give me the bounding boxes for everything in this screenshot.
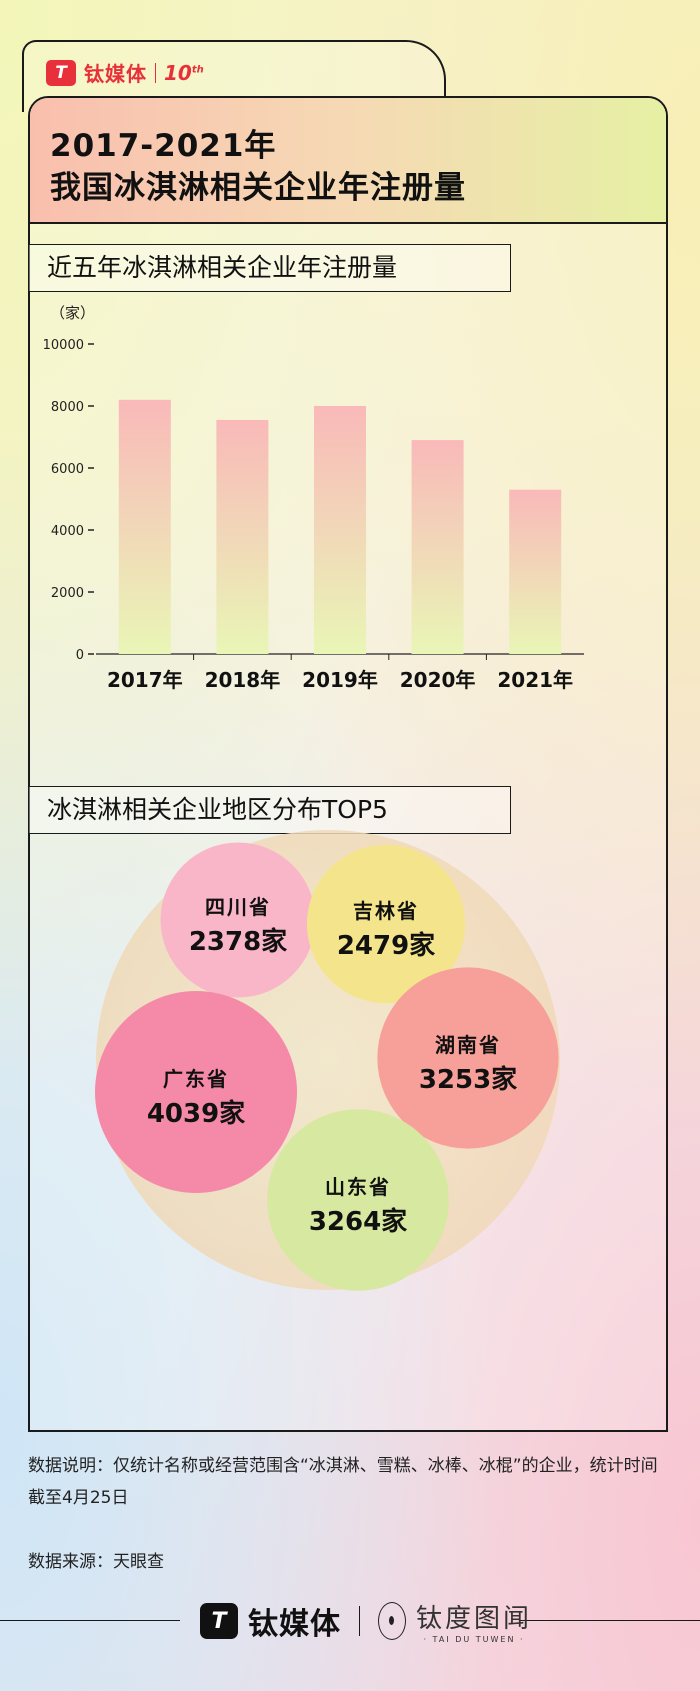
partner-logo: 钛度图闻 · TAI DU TUWEN ·: [416, 1598, 532, 1644]
bar-4: [509, 489, 562, 654]
x-tick-label: 2021年: [497, 668, 573, 692]
bubble-value-label: 3253家: [419, 1064, 517, 1095]
bar-2: [314, 406, 366, 654]
logo-divider: [155, 62, 156, 83]
eye-icon: [378, 1602, 406, 1640]
bubble-2: [377, 967, 559, 1149]
y-tick-label: 2000: [51, 586, 84, 601]
main-card: 2017-2021年 我国冰淇淋相关企业年注册量: [28, 96, 668, 1432]
bubble-value-label: 4039家: [147, 1098, 245, 1129]
bubble-region-label: 四川省: [205, 895, 271, 919]
bar-3: [411, 440, 464, 654]
partner-name-en: · TAI DU TUWEN ·: [423, 1635, 525, 1644]
section-title-bubble-chart: 冰淇淋相关企业地区分布TOP5: [28, 786, 511, 834]
anniversary-badge: 10th: [164, 60, 204, 85]
bubble-value-label: 3264家: [309, 1206, 407, 1237]
x-tick-label: 2017年: [107, 668, 183, 692]
bubble-1: [306, 844, 466, 1004]
bubble-value-label: 2378家: [189, 926, 287, 957]
data-source: 数据来源：天眼查: [28, 1552, 164, 1572]
bubble-3: [95, 991, 297, 1193]
charts-svg: （家） 0 2000 4000 6000 8000 10000 2017年 2018年 2019年…: [43, 304, 584, 1291]
y-tick-label: 10000: [43, 338, 84, 353]
partner-name: 钛度图闻: [416, 1604, 533, 1634]
bar-0: [118, 399, 171, 654]
bubble-4: [267, 1109, 449, 1291]
data-note: 数据说明：仅统计名称或经营范围含“冰淇淋、雪糕、冰棒、冰棍”的企业，统计时间截至…: [28, 1456, 658, 1508]
x-tick-label: 2018年: [205, 668, 281, 692]
bubble-region-label: 山东省: [325, 1175, 391, 1199]
bubble-region-label: 广东省: [163, 1067, 229, 1091]
x-tick-label: 2019年: [302, 668, 378, 692]
y-tick-label: 4000: [51, 524, 84, 539]
bubble-value-label: 2479家: [337, 930, 435, 961]
footer-brand-name: 钛媒体: [248, 1607, 341, 1642]
brand-logo: T 钛媒体 10th: [46, 58, 204, 87]
y-unit-label: （家）: [50, 304, 95, 322]
page-title-line1: 2017-2021年: [50, 128, 277, 164]
footer-rule-right: [520, 1620, 700, 1621]
section-title-bar-chart: 近五年冰淇淋相关企业年注册量: [28, 244, 511, 292]
footer-logo-icon: T: [200, 1603, 238, 1639]
bubble-region-label: 吉林省: [353, 899, 419, 923]
bar-1: [216, 419, 269, 654]
footer-divider: [359, 1606, 360, 1636]
brand-logo-icon: T: [46, 59, 76, 86]
bubble-0: [160, 842, 316, 998]
y-tick-label: 8000: [51, 400, 84, 415]
footer-logos: T 钛媒体 钛度图闻 · TAI DU TUWEN ·: [200, 1598, 532, 1644]
bar-chart: （家） 0 2000 4000 6000 8000 10000 2017年 2018年 2019年…: [43, 304, 584, 692]
brand-name: 钛媒体: [84, 62, 147, 86]
x-tick-label: 2020年: [400, 668, 476, 692]
bubble-region-label: 湖南省: [435, 1033, 501, 1057]
y-tick-label: 6000: [51, 462, 84, 477]
page-title-line2: 我国冰淇淋相关企业年注册量: [50, 170, 466, 206]
footer-rule-left: [0, 1620, 180, 1621]
card-header: 2017-2021年 我国冰淇淋相关企业年注册量: [30, 98, 666, 224]
y-tick-label: 0: [76, 648, 84, 663]
